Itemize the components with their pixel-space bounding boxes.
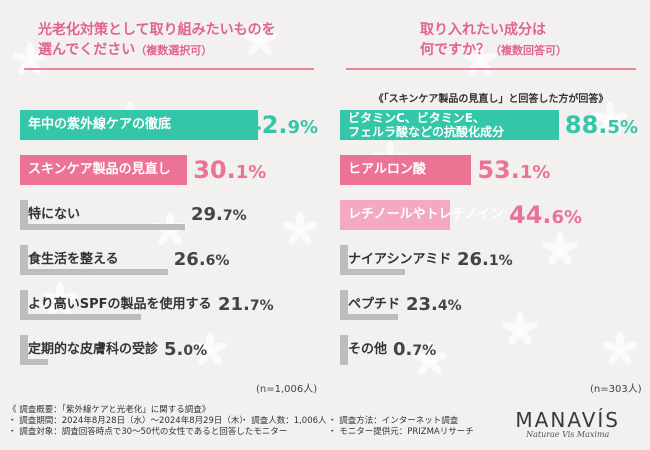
left-n-note: (n=1,006人): [256, 384, 318, 395]
bar-left-5: [20, 335, 28, 365]
category-label-left-4: より高いSPFの製品を使用する: [28, 297, 212, 312]
bar-right-5: [340, 335, 348, 365]
bar-fill-left-4: [20, 314, 141, 320]
brand-tagline: Naturae Vis Maxima: [526, 430, 610, 439]
footer-method: ・ 調査方法：インターネット調査: [328, 416, 459, 426]
category-label-left-2: 特にない: [28, 207, 81, 222]
right-question-title: 取り入れたい成分は 何ですか？（複数回答可）: [420, 20, 567, 61]
value-label-left-1: 30.1%: [193, 156, 267, 184]
left-title-line-1: 光老化対策として取り組みたいものを: [38, 22, 276, 38]
category-label-right-5: その他: [348, 342, 388, 357]
bar-right-1: [340, 155, 472, 185]
value-label-left-3: 26.6%: [173, 249, 230, 270]
value-label-right-5: 0.7%: [393, 339, 437, 360]
bar-right-4: [340, 290, 348, 320]
value-label-right-1: 53.1%: [477, 156, 551, 184]
bar-right-3: [340, 245, 348, 275]
brand-logo: MANAVÍS Naturae Vis Maxima: [515, 408, 620, 439]
category-label-right-3: ナイアシンアミド: [348, 252, 452, 267]
value-label-right-3: 26.1%: [457, 249, 513, 270]
footer-summary: 《 調査概要：「紫外線ケアと光老化」に関する調査》: [8, 405, 211, 415]
right-chart-subtitle: 《「スキンケア製品の見直し」と回答した方が回答》: [373, 94, 609, 105]
category-label-left-3: 食生活を整える: [28, 252, 119, 267]
value-label-left-0: 42.9%: [245, 111, 319, 139]
right-title-line-2: 何ですか？: [420, 42, 490, 58]
category-label-right-0: ビタミンC、ビタミンE、 フェルラ酸などの抗酸化成分: [348, 111, 505, 139]
left-question-title: 光老化対策として取り組みたいものを 選んでください（複数選択可）: [38, 20, 276, 61]
bar-left-2: [20, 200, 28, 230]
bar-fill-right-4: [340, 314, 398, 320]
right-n-note: (n=303人): [590, 384, 642, 395]
footer-target: ・ 調査対象：調査回答時点で30～50代の女性であると回答したモニター: [8, 427, 288, 437]
category-label-right-2: レチノールやトレチノイン: [348, 207, 504, 222]
right-title-line-1: 取り入れたい成分は: [420, 22, 546, 38]
value-label-left-4: 21.7%: [218, 294, 274, 315]
bar-left-1: [20, 155, 188, 185]
value-label-right-4: 23.4%: [406, 294, 462, 315]
bar-right-2: [340, 200, 451, 230]
brand-name: MANAVÍS: [515, 408, 620, 432]
bar-fill-left-2: [20, 224, 185, 230]
bar-fill-left-5: [20, 359, 48, 365]
footer-count: ・ 調査人数：1,006人: [240, 416, 327, 426]
bar-fill-right-3: [340, 269, 405, 275]
footer-period: ・ 調査期間：2024年8月28日（水）～2024年8月29日（木）: [8, 416, 248, 426]
right-title-divider: [346, 68, 636, 70]
bar-left-0: [20, 110, 259, 140]
bar-left-4: [20, 290, 28, 320]
value-label-right-0: 88.5%: [564, 111, 638, 139]
category-label-left-1: スキンケア製品の見直し: [28, 162, 171, 177]
left-title-suffix: （複数選択可）: [135, 44, 213, 57]
category-label-right-1: ヒアルロン酸: [348, 162, 426, 177]
value-label-left-5: 5.0%: [164, 339, 208, 360]
bar-fill-right-5: [340, 359, 344, 365]
footer-provider: ・ モニター提供元：PRIZMAリサーチ: [328, 427, 474, 437]
value-label-left-2: 29.7%: [191, 204, 247, 225]
bar-fill-left-3: [20, 269, 168, 275]
left-title-divider: [24, 68, 314, 70]
right-title-suffix: （複数回答可）: [490, 44, 567, 57]
bar-left-3: [20, 245, 28, 275]
value-label-right-2: 44.6%: [509, 201, 583, 229]
bar-right-0: [340, 110, 559, 140]
category-label-left-0: 年中の紫外線ケアの徹底: [28, 117, 172, 132]
category-label-right-4: ペプチド: [348, 297, 401, 312]
left-title-line-2: 選んでください: [38, 42, 136, 58]
category-label-left-5: 定期的な皮膚科の受診: [28, 342, 159, 357]
